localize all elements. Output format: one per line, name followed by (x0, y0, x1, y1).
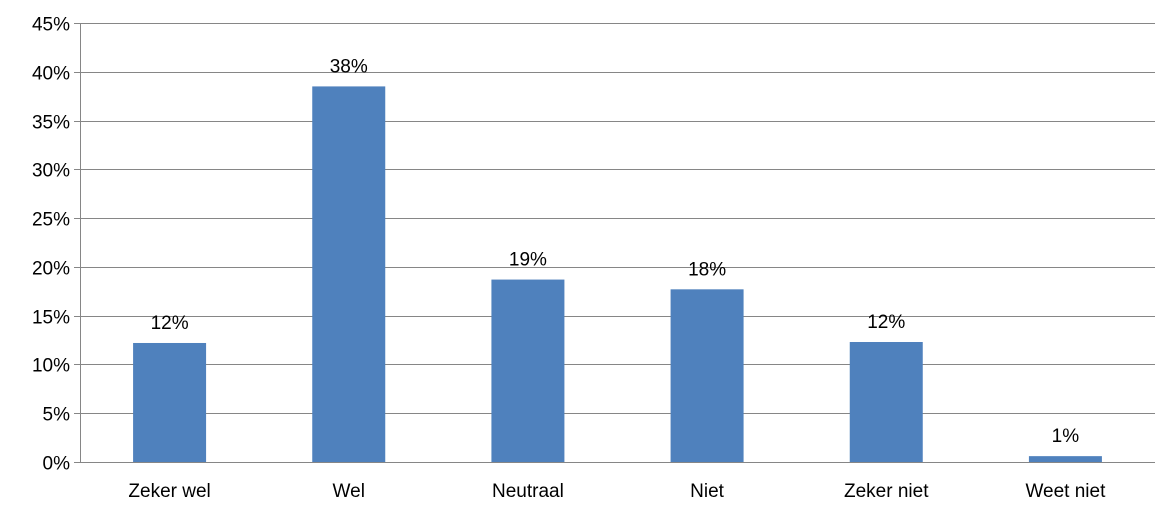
bar-niet (670, 289, 744, 462)
y-tick-label: 10% (32, 356, 70, 377)
bar-weet-niet (1028, 456, 1102, 462)
y-tick-label: 30% (32, 161, 70, 182)
x-category-label: Neutraal (492, 481, 564, 502)
bar-neutraal (491, 279, 565, 462)
y-tick-label: 25% (32, 210, 70, 231)
data-label: 18% (688, 259, 726, 280)
data-label: 38% (330, 56, 368, 77)
x-category-label: Zeker niet (844, 481, 929, 502)
bars (133, 86, 1102, 463)
x-category-label: Niet (690, 481, 725, 502)
y-axis-tick-labels: 0% 5% 10% 15% 20% 25% 30% 35% 40% 45% (32, 15, 70, 475)
x-category-label: Weet niet (1025, 481, 1106, 502)
x-axis-category-labels: Zeker wel Wel Neutraal Niet Zeker niet Weet n… (128, 481, 1106, 502)
data-label: 19% (509, 250, 547, 271)
bar-zeker-niet (849, 342, 923, 462)
y-tick-label: 45% (32, 15, 70, 36)
y-tick-label: 0% (43, 454, 71, 475)
bar-zeker-wel (133, 342, 207, 462)
bar-wel (312, 86, 386, 463)
gridlines (74, 23, 1155, 463)
y-tick-label: 5% (43, 405, 71, 426)
data-label: 12% (151, 313, 189, 334)
x-category-label: Wel (333, 481, 365, 502)
y-tick-label: 20% (32, 259, 70, 280)
data-labels: 12% 38% 19% 18% 12% 1% (151, 56, 1080, 447)
y-tick-label: 35% (32, 113, 70, 134)
data-label: 12% (867, 312, 905, 333)
x-category-label: Zeker wel (128, 481, 210, 502)
y-tick-label: 15% (32, 308, 70, 329)
data-label: 1% (1052, 426, 1080, 447)
y-tick-label: 40% (32, 64, 70, 85)
